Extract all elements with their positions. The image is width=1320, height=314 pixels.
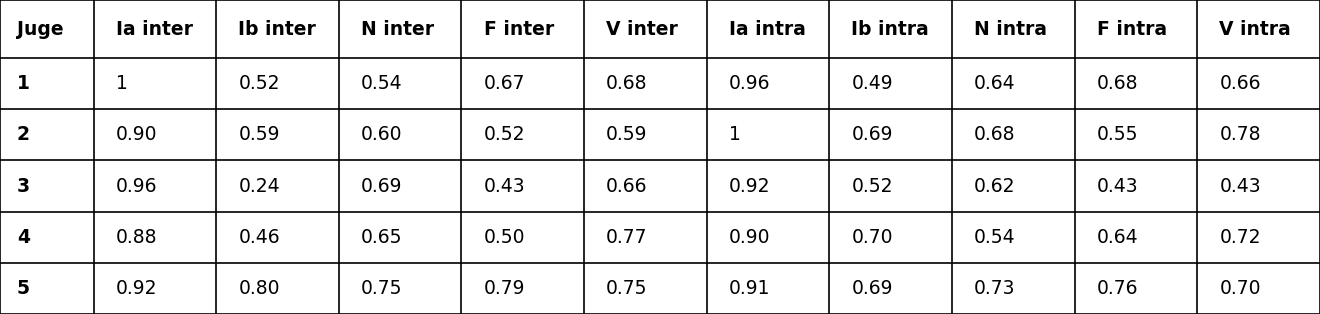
Text: 0.68: 0.68 <box>1097 74 1138 93</box>
Text: 0.66: 0.66 <box>1220 74 1261 93</box>
Text: 2: 2 <box>17 125 30 144</box>
Text: Ia inter: Ia inter <box>116 19 193 39</box>
Text: 0.54: 0.54 <box>974 228 1016 247</box>
Text: 0.68: 0.68 <box>606 74 648 93</box>
Text: F inter: F inter <box>483 19 554 39</box>
Text: 5: 5 <box>17 279 30 298</box>
Text: 0.49: 0.49 <box>851 74 894 93</box>
Text: 0.65: 0.65 <box>360 228 403 247</box>
Text: 0.91: 0.91 <box>729 279 771 298</box>
Text: 0.52: 0.52 <box>851 176 894 196</box>
Text: 0.69: 0.69 <box>360 176 403 196</box>
Text: 0.72: 0.72 <box>1220 228 1261 247</box>
Text: 0.73: 0.73 <box>974 279 1015 298</box>
Text: Juge: Juge <box>17 19 63 39</box>
Text: 0.43: 0.43 <box>1097 176 1138 196</box>
Text: N inter: N inter <box>360 19 434 39</box>
Text: 0.54: 0.54 <box>360 74 403 93</box>
Text: 0.80: 0.80 <box>239 279 280 298</box>
Text: 3: 3 <box>17 176 30 196</box>
Text: 0.24: 0.24 <box>239 176 280 196</box>
Text: 0.52: 0.52 <box>483 125 525 144</box>
Text: N intra: N intra <box>974 19 1047 39</box>
Text: Ia intra: Ia intra <box>729 19 805 39</box>
Text: 0.64: 0.64 <box>1097 228 1138 247</box>
Text: 0.78: 0.78 <box>1220 125 1261 144</box>
Text: 0.59: 0.59 <box>606 125 648 144</box>
Text: 0.79: 0.79 <box>483 279 525 298</box>
Text: 0.43: 0.43 <box>1220 176 1261 196</box>
Text: 0.70: 0.70 <box>851 228 894 247</box>
Text: 0.59: 0.59 <box>239 125 280 144</box>
Text: 0.64: 0.64 <box>974 74 1016 93</box>
Text: 0.68: 0.68 <box>974 125 1015 144</box>
Text: 0.77: 0.77 <box>606 228 648 247</box>
Text: 0.92: 0.92 <box>729 176 771 196</box>
Text: 0.76: 0.76 <box>1097 279 1138 298</box>
Text: 0.43: 0.43 <box>483 176 525 196</box>
Text: 0.46: 0.46 <box>239 228 280 247</box>
Text: 0.50: 0.50 <box>483 228 525 247</box>
Text: 0.75: 0.75 <box>606 279 648 298</box>
Text: 4: 4 <box>17 228 30 247</box>
Text: 0.66: 0.66 <box>606 176 648 196</box>
Text: 0.96: 0.96 <box>729 74 771 93</box>
Text: 0.69: 0.69 <box>851 279 894 298</box>
Text: 0.96: 0.96 <box>116 176 157 196</box>
Text: 1: 1 <box>116 74 128 93</box>
Text: 1: 1 <box>729 125 741 144</box>
Text: 0.55: 0.55 <box>1097 125 1138 144</box>
Text: 1: 1 <box>17 74 30 93</box>
Text: V inter: V inter <box>606 19 678 39</box>
Text: 0.90: 0.90 <box>729 228 771 247</box>
Text: 0.92: 0.92 <box>116 279 157 298</box>
Text: 0.75: 0.75 <box>360 279 403 298</box>
Text: F intra: F intra <box>1097 19 1167 39</box>
Text: 0.90: 0.90 <box>116 125 157 144</box>
Text: 0.69: 0.69 <box>851 125 894 144</box>
Text: 0.70: 0.70 <box>1220 279 1261 298</box>
Text: 0.60: 0.60 <box>360 125 403 144</box>
Text: V intra: V intra <box>1220 19 1291 39</box>
Text: 0.67: 0.67 <box>483 74 525 93</box>
Text: Ib intra: Ib intra <box>851 19 929 39</box>
Text: 0.88: 0.88 <box>116 228 157 247</box>
Text: 0.62: 0.62 <box>974 176 1015 196</box>
Text: Ib inter: Ib inter <box>239 19 317 39</box>
Text: 0.52: 0.52 <box>239 74 280 93</box>
